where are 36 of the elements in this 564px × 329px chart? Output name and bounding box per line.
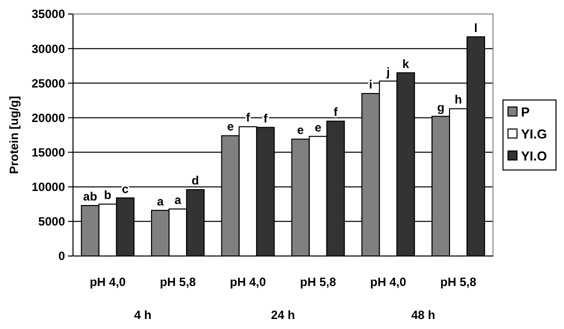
x-tick-label: pH 5,8	[160, 275, 196, 289]
data-label: e	[314, 120, 322, 134]
data-label: ab	[83, 190, 98, 204]
y-tick-label: 30000	[32, 42, 66, 56]
y-tick-label: 25000	[32, 76, 66, 90]
y-tick-label: 10000	[32, 180, 66, 194]
legend-label: YI.O	[521, 148, 548, 164]
text: 4 h	[134, 308, 152, 322]
data-label: e	[297, 123, 304, 138]
text: 48 h	[411, 308, 436, 322]
data-label: j	[386, 65, 390, 80]
text: 24 h	[270, 308, 296, 322]
data-label: i	[368, 78, 372, 92]
y-tick-label: 20000	[32, 110, 66, 125]
y-axis-title: Protein [ug/g]	[7, 96, 21, 174]
data-label: a	[156, 194, 164, 208]
y-tick-label: 0	[58, 249, 66, 264]
data-label: h	[454, 92, 462, 107]
data-label: a	[174, 192, 182, 207]
data-label: d	[192, 174, 200, 188]
y-tick-label: 35000	[32, 7, 66, 22]
legend-label: YI.G	[521, 126, 548, 142]
data-label: g	[437, 100, 444, 114]
legend-label: P	[521, 104, 530, 120]
data-label: e	[227, 120, 234, 134]
data-label: k	[402, 56, 410, 71]
x-tick-label: pH 4,0	[370, 275, 407, 289]
data-label: b	[104, 188, 112, 202]
x-tick-label: pH 5,8	[440, 275, 477, 289]
x-tick-label: pH 4,0	[90, 275, 126, 289]
data-label: l	[474, 20, 478, 35]
x-tick-label: pH 5,8	[300, 275, 336, 289]
y-tick-label: 15000	[32, 145, 66, 160]
data-label: f	[334, 105, 339, 120]
x-tick-label: pH 4,0	[230, 275, 266, 289]
y-tick-label: 5000	[38, 214, 66, 229]
